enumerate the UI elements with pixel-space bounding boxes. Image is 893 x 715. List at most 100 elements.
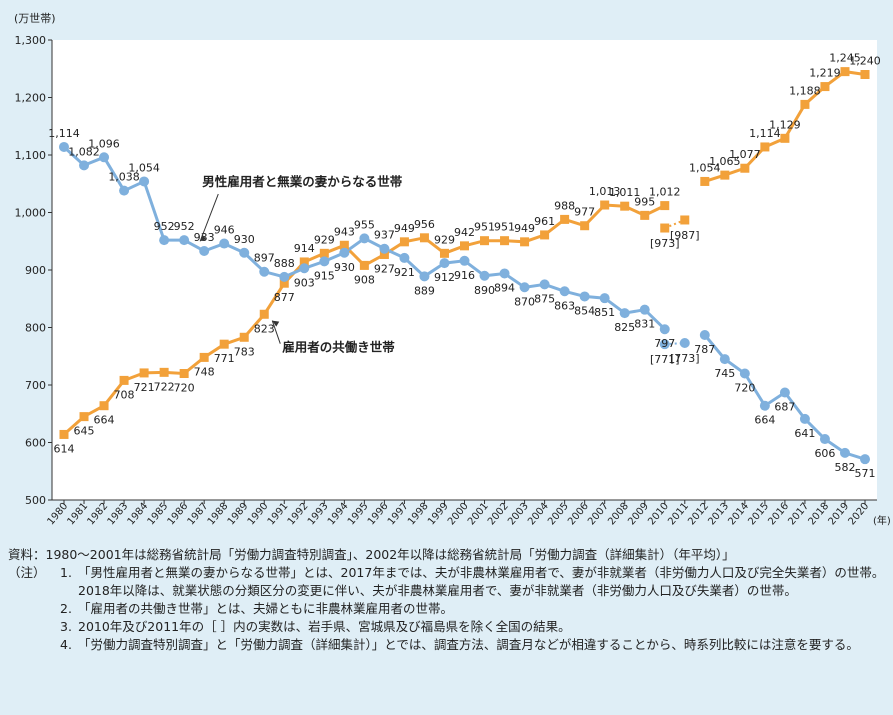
dual-income-series-label: 664 [754,414,775,427]
note-item-3: 3. 2010年及び2011年の［ ］内の実数は、岩手県、宮城県及び福島県を除く… [8,618,886,636]
dual-income-series-marker [839,447,850,458]
housewife-series-excl-line [664,219,686,229]
y-tick-label: 500 [25,494,46,507]
x-tick-label: 1990 [246,501,271,528]
dual-income-series-marker [199,246,210,257]
dual-income-series-marker [599,293,610,304]
x-tick-label: 2017 [786,501,811,528]
dual-income-series-label: 890 [474,284,495,297]
housewife-series-label: 956 [414,218,435,231]
x-tick-label: 2004 [526,501,551,528]
housewife-series-marker [860,70,870,79]
housewife-series-label: 1,188 [789,84,821,97]
x-tick-label: 2002 [486,501,511,528]
housewife-series-label: 783 [234,345,255,358]
housewife-series-label: 943 [334,225,355,238]
notes: 資料：1980～2001年は総務省統計局「労働力調査特別調査」、2002年以降は… [8,546,886,654]
housewife-series-label: 951 [474,221,495,234]
dual-income-series-marker [479,270,490,281]
dual-income-series-marker [659,324,670,335]
dual-income-series-label: 1,038 [108,171,140,184]
dual-income-series-marker [860,454,870,465]
dual-income-series-marker [679,338,690,349]
x-tick-label: 1986 [166,501,191,528]
housewife-series-excl-label: [973] [650,237,680,250]
x-tick-label: 2012 [686,501,711,528]
housewife-series-label: 614 [54,442,75,455]
dual-income-annotation: 雇用者の共働き世帯 [282,340,395,355]
note-item-2: 2. 「雇用者の共働き世帯」とは、夫婦ともに非農林業雇用者の世帯。 [8,600,886,618]
x-tick-label: 2009 [626,501,651,528]
dual-income-series-label: 720 [734,382,755,395]
housewife-series-label: 771 [214,352,235,365]
dual-income-series-marker [139,176,150,187]
x-tick-label: 1985 [146,501,171,528]
x-tick-label: 1988 [206,501,231,528]
y-tick-label: 600 [25,437,46,450]
dual-income-series-marker [579,291,590,302]
housewife-series-marker [580,221,590,231]
dual-income-series-marker [619,308,630,319]
housewife-series-label: 995 [634,195,655,208]
note-text: 「雇用者の共働き世帯」とは、夫婦ともに非農林業雇用者の世帯。 [78,601,454,616]
dual-income-series-marker [119,185,130,196]
housewife-series-label: 949 [394,222,415,235]
housewife-series-marker [620,201,630,211]
series-marks [59,67,870,465]
housewife-series-marker [139,368,149,378]
housewife-series-label: 949 [514,222,535,235]
dual-income-series-marker [699,329,710,340]
housewife-series-marker [179,369,189,378]
dual-income-series-label: 870 [514,295,535,308]
housewife-series-marker [760,142,770,152]
dual-income-series-label: 875 [534,292,555,305]
x-tick-label: 1998 [406,501,431,528]
housewife-series-marker [500,236,510,246]
housewife-series-label: 721 [134,381,155,394]
note-number: 3. [60,619,72,634]
y-unit-label: (万世帯) [14,12,56,25]
housewife-series-marker [279,278,289,288]
y-tick-label: 1,100 [15,149,47,162]
housewife-series-marker [359,260,369,270]
x-tick-label: 2014 [726,501,751,528]
x-tick-label: 1983 [106,501,131,528]
housewife-series-marker [520,237,530,247]
housewife-series-label: 720 [174,382,195,395]
housewife-series-marker [439,248,449,258]
dual-income-series-label: 787 [694,343,715,356]
dual-income-series-marker [559,286,570,297]
dual-income-series-marker [239,247,250,258]
housewife-series-marker [259,309,269,319]
housewife-series-marker [660,201,670,211]
y-tick-label: 900 [25,264,46,277]
x-tick-label: 1984 [126,501,151,528]
dual-income-series-marker [299,263,310,274]
housewife-series-marker [780,133,790,143]
housewife-series-label: 929 [434,233,455,246]
source-note: 資料：1980～2001年は総務省統計局「労働力調査特別調査」、2002年以降は… [8,547,735,562]
dual-income-series-label: 851 [594,306,615,319]
x-tick-label: 1991 [266,501,291,528]
dual-income-series-marker [219,238,230,249]
dual-income-series-label: 831 [634,318,655,331]
x-tick-label: 2011 [666,501,691,528]
housewife-series-marker [800,99,810,109]
housewife-series-label: 748 [194,365,215,378]
x-tick-label: 1997 [386,501,411,528]
housewife-series-marker [119,375,129,385]
housewife-series-marker [820,82,830,92]
dual-income-series-label: 955 [354,218,375,231]
housewife-series-marker [159,367,169,377]
dual-income-series-label: 863 [554,299,575,312]
dual-income-series-marker [519,282,530,293]
dual-income-series-marker [659,339,670,350]
x-tick-label: 2001 [466,501,491,528]
housewife-series-marker [239,332,249,342]
x-tick-label: 2018 [806,501,831,528]
x-tick-label: 1981 [66,501,91,528]
dual-income-series-excl-label: [773] [670,352,700,365]
dual-income-series-marker [399,252,410,263]
x-tick-label: 2013 [706,501,731,528]
